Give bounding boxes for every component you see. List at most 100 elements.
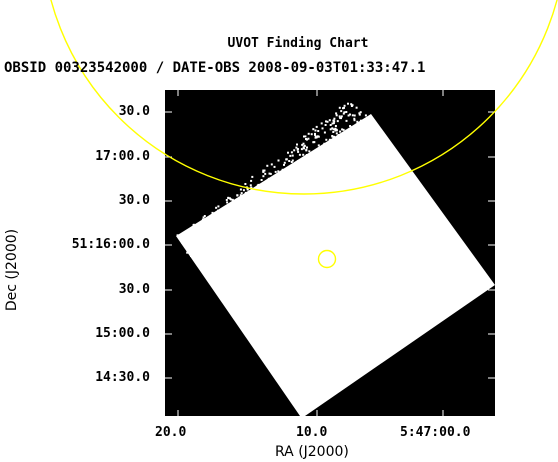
noise-speck (332, 122, 335, 125)
noise-speck (273, 194, 276, 197)
noise-speck (363, 124, 366, 127)
noise-speck (297, 160, 300, 163)
noise-speck (304, 135, 307, 138)
noise-speck (336, 120, 339, 123)
noise-speck (330, 149, 333, 152)
noise-speck (274, 175, 277, 178)
noise-speck (321, 158, 324, 161)
noise-speck (263, 169, 266, 172)
noise-speck (351, 114, 354, 117)
noise-speck (301, 167, 304, 170)
noise-speck (243, 219, 246, 222)
noise-speck (328, 119, 331, 122)
noise-speck (185, 236, 188, 239)
noise-speck (276, 183, 279, 186)
noise-speck (278, 175, 281, 178)
noise-speck (233, 213, 235, 216)
noise-speck (232, 222, 235, 225)
noise-speck (335, 132, 338, 135)
noise-speck (240, 218, 243, 221)
noise-speck (276, 177, 279, 180)
noise-speck (226, 220, 228, 223)
noise-speck (277, 174, 280, 176)
noise-speck (308, 166, 311, 169)
noise-speck (186, 233, 189, 236)
noise-speck (284, 181, 287, 184)
noise-speck (298, 160, 301, 163)
noise-speck (335, 112, 338, 115)
noise-speck (186, 251, 189, 254)
noise-speck (300, 166, 303, 169)
noise-speck (253, 195, 256, 198)
noise-speck (342, 135, 344, 137)
noise-speck (291, 154, 294, 157)
noise-speck (243, 220, 246, 223)
y-tick-label: 51:16:00.0 (71, 237, 150, 252)
noise-speck (191, 234, 194, 237)
noise-speck (334, 125, 337, 127)
x-tick-label: 20.0 (155, 425, 187, 440)
noise-speck (284, 173, 286, 176)
exposure-noisy-edge (176, 102, 371, 262)
noise-speck (261, 191, 264, 193)
noise-speck (243, 196, 246, 199)
noise-speck (179, 235, 182, 238)
noise-speck (188, 229, 191, 232)
noise-speck (288, 160, 291, 162)
noise-speck (287, 171, 290, 174)
noise-speck (269, 194, 272, 196)
noise-speck (270, 189, 273, 192)
noise-speck (277, 172, 280, 175)
noise-speck (335, 114, 338, 117)
noise-speck (236, 200, 239, 203)
noise-speck (332, 128, 335, 131)
noise-speck (192, 224, 195, 226)
noise-speck (356, 120, 359, 123)
noise-speck (237, 222, 240, 225)
noise-speck (203, 215, 206, 217)
noise-speck (192, 242, 195, 245)
noise-speck (229, 204, 231, 207)
noise-speck (225, 199, 228, 201)
noise-speck (262, 170, 265, 173)
noise-speck (358, 112, 361, 115)
y-tick-label: 17:00.0 (95, 149, 150, 164)
noise-speck (176, 234, 179, 237)
noise-speck (236, 212, 239, 215)
noise-speck (301, 172, 304, 175)
noise-speck (258, 196, 260, 199)
noise-speck (236, 199, 239, 202)
noise-speck (231, 206, 234, 209)
noise-speck (340, 110, 343, 113)
noise-speck (250, 191, 253, 193)
noise-speck (325, 120, 327, 123)
noise-speck (192, 247, 195, 250)
noise-speck (269, 198, 272, 201)
noise-speck (338, 115, 341, 118)
noise-speck (198, 237, 201, 240)
noise-speck (303, 145, 306, 147)
noise-speck (347, 132, 349, 135)
x-axis-label: RA (J2000) (275, 444, 349, 460)
noise-speck (289, 173, 292, 176)
noise-speck (249, 191, 252, 194)
noise-speck (297, 162, 299, 165)
noise-speck (204, 250, 207, 253)
noise-speck (261, 196, 264, 199)
noise-speck (364, 114, 367, 117)
noise-speck (230, 217, 233, 220)
noise-speck (329, 128, 332, 131)
noise-speck (291, 159, 294, 162)
noise-speck (255, 211, 258, 214)
noise-speck (212, 229, 215, 231)
noise-speck (314, 129, 317, 132)
noise-speck (261, 205, 264, 208)
noise-speck (289, 154, 292, 157)
noise-speck (216, 217, 218, 220)
noise-speck (252, 198, 255, 201)
noise-speck (324, 124, 327, 126)
noise-speck (262, 169, 265, 172)
noise-speck (320, 122, 323, 125)
noise-speck (331, 135, 334, 137)
large-error-circle (50, 0, 558, 195)
